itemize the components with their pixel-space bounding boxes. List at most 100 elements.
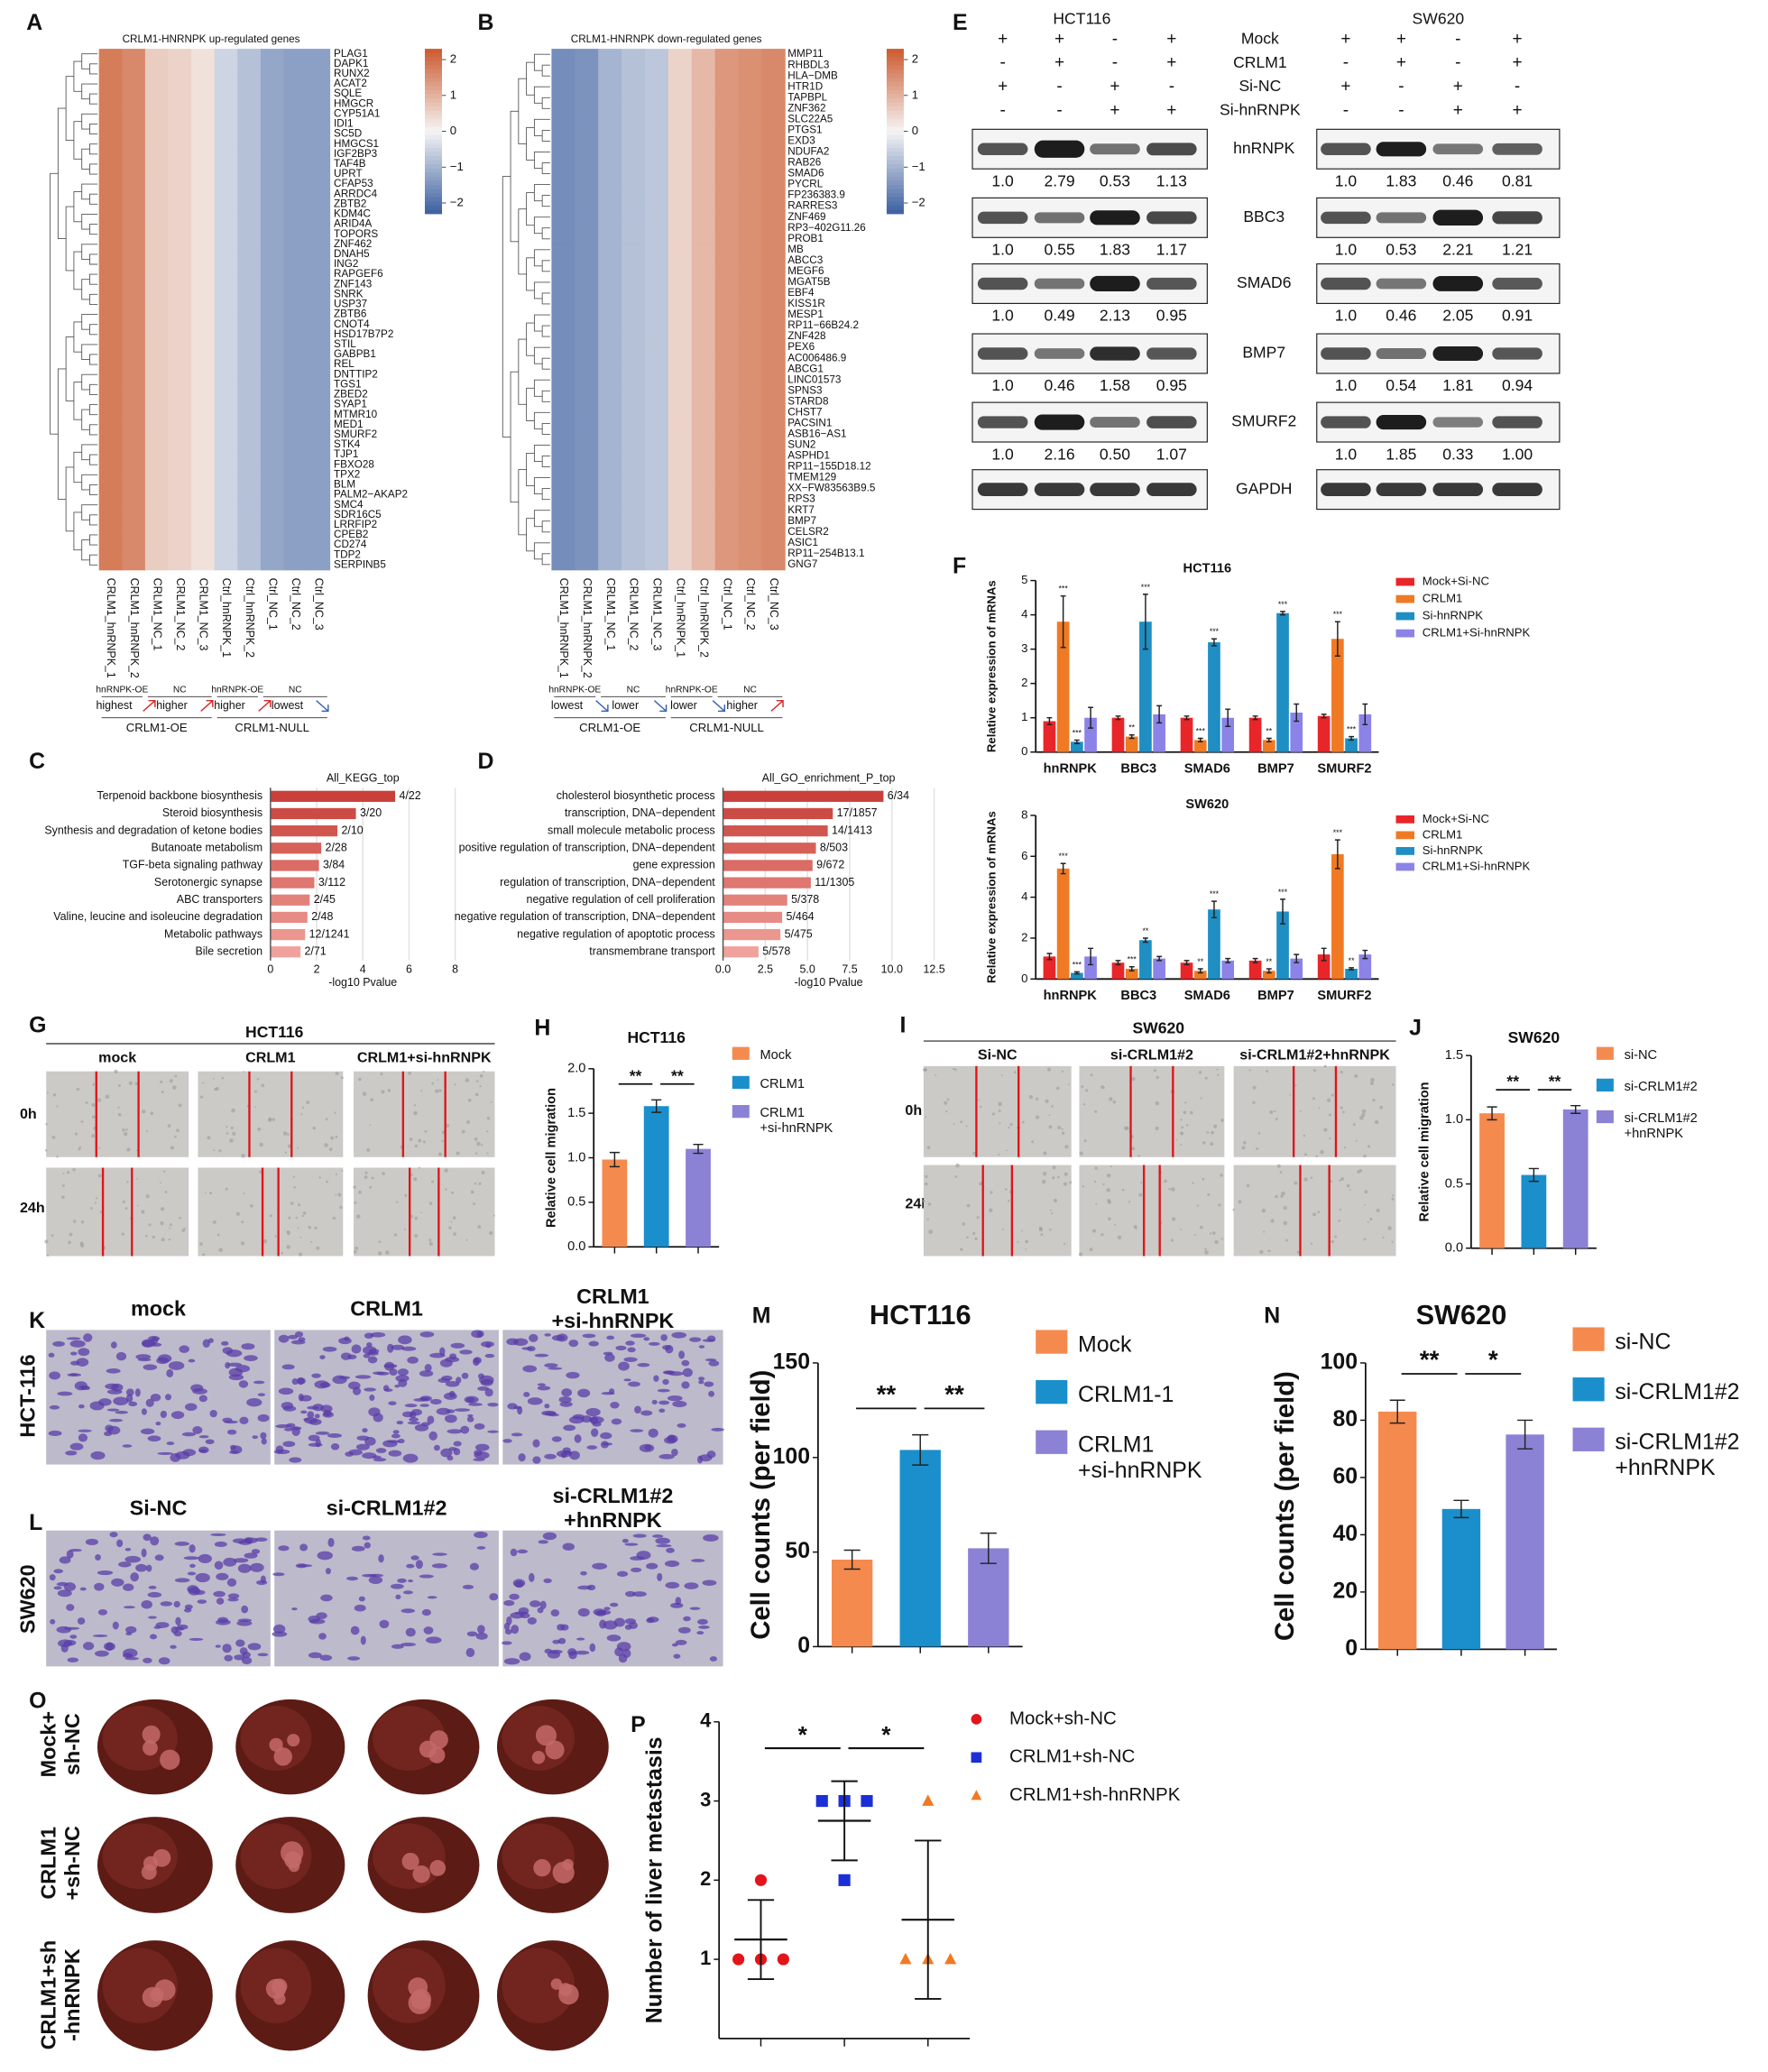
sign: + (1166, 53, 1176, 72)
nodule (287, 1734, 300, 1747)
bar-label: 5/464 (786, 910, 814, 923)
heatmap-cell (761, 558, 786, 571)
heatmap-cell (260, 78, 284, 90)
gene-label: CELSR2 (787, 526, 828, 538)
cell (97, 1570, 114, 1576)
bar (1331, 854, 1344, 980)
bar (723, 860, 813, 871)
heatmap-cell (575, 407, 599, 419)
cell (459, 1349, 473, 1355)
cell (244, 1537, 253, 1543)
cell (355, 1375, 372, 1379)
heatmap-cell (260, 530, 284, 540)
cell (410, 1555, 419, 1561)
texture (953, 1068, 957, 1072)
heatmap-cell (283, 249, 308, 260)
texture (1326, 1098, 1331, 1103)
heatmap-cell (598, 504, 622, 517)
heatmap-cell (738, 168, 762, 180)
texture (474, 1152, 478, 1155)
cell (586, 1445, 598, 1450)
cell (110, 1341, 117, 1349)
heatmap-cell (644, 135, 669, 147)
nodule (533, 1859, 551, 1877)
y-tick-label: 50 (785, 1538, 810, 1563)
heatmap-cell (191, 139, 216, 150)
band (1376, 348, 1427, 359)
texture (241, 1154, 245, 1158)
texture (125, 1128, 128, 1131)
texture (1004, 1188, 1008, 1191)
dendrogram (73, 251, 82, 290)
cell (314, 1414, 320, 1419)
colorbar-label: 0 (912, 124, 918, 137)
texture (1331, 1093, 1334, 1097)
heatmap-cell (283, 429, 308, 440)
heatmap-cell (575, 276, 599, 289)
heatmap-cell (575, 146, 599, 158)
category-label: negative regulation of apoptotic process (517, 927, 715, 940)
heatmap-cell (644, 558, 669, 571)
liver-lobe (102, 1823, 178, 1890)
heatmap-cell (668, 92, 693, 104)
colorbar-step (886, 89, 904, 95)
texture (250, 1204, 253, 1208)
texture (1367, 1145, 1370, 1148)
cell (474, 1423, 485, 1430)
heatmap-cell (122, 149, 146, 160)
cell (235, 1365, 251, 1373)
gene-label: ZBTB6 (334, 308, 366, 320)
texture (1131, 1147, 1136, 1151)
bar (1562, 1109, 1588, 1248)
heatmap-cell (691, 200, 716, 213)
heatmap-cell (598, 254, 622, 267)
heatmap-cell (598, 515, 622, 528)
column-label: CRLM1_NC_3 (651, 578, 664, 651)
cell (278, 1334, 290, 1343)
quant: 1.00 (1502, 445, 1533, 463)
heatmap-cell (122, 419, 146, 430)
cell (227, 1598, 239, 1602)
texture (954, 1175, 958, 1178)
x-tick-label: 0 (267, 962, 273, 975)
cell (480, 1378, 493, 1386)
heatmap-cell (598, 396, 622, 408)
cell (141, 1548, 147, 1558)
texture (1089, 1248, 1093, 1252)
heatmap-cell (598, 374, 622, 386)
colorbar-step (424, 131, 443, 136)
bar-label: 3/112 (318, 876, 345, 889)
texture (124, 1207, 128, 1210)
sign: + (1340, 78, 1350, 97)
gene-label: ACAT2 (334, 78, 367, 89)
heatmap-cell (283, 78, 308, 90)
cell (691, 1559, 705, 1562)
heatmap-cell (598, 103, 622, 115)
heatmap-cell (283, 239, 308, 250)
gene-label: HLA−DMB (787, 69, 838, 81)
heatmap-cell (168, 98, 192, 110)
cell (402, 1453, 419, 1463)
heatmap-cell (738, 233, 762, 245)
x-axis-label: -log10 Pvalue (795, 976, 863, 989)
texture (1064, 1172, 1068, 1176)
heatmap-cell (691, 472, 716, 484)
texture (418, 1138, 422, 1143)
heatmap-cell (260, 319, 284, 330)
cell (480, 1340, 494, 1348)
heatmap-cell (575, 114, 599, 125)
texture (1213, 1124, 1218, 1128)
cell (419, 1370, 434, 1377)
gene-label: FBXO28 (334, 458, 374, 470)
gene-label: BLM (334, 479, 355, 491)
bar-label: 17/1857 (837, 806, 878, 819)
legend-marker (971, 1752, 982, 1764)
colorbar-step (424, 180, 443, 186)
texture (52, 1093, 57, 1097)
colorbar-label: −1 (450, 160, 464, 173)
quant: 1.81 (1442, 376, 1473, 394)
cell (454, 1408, 471, 1412)
colorbar-step (886, 172, 904, 178)
heatmap-cell (668, 385, 693, 397)
legend-marker (971, 1714, 982, 1725)
